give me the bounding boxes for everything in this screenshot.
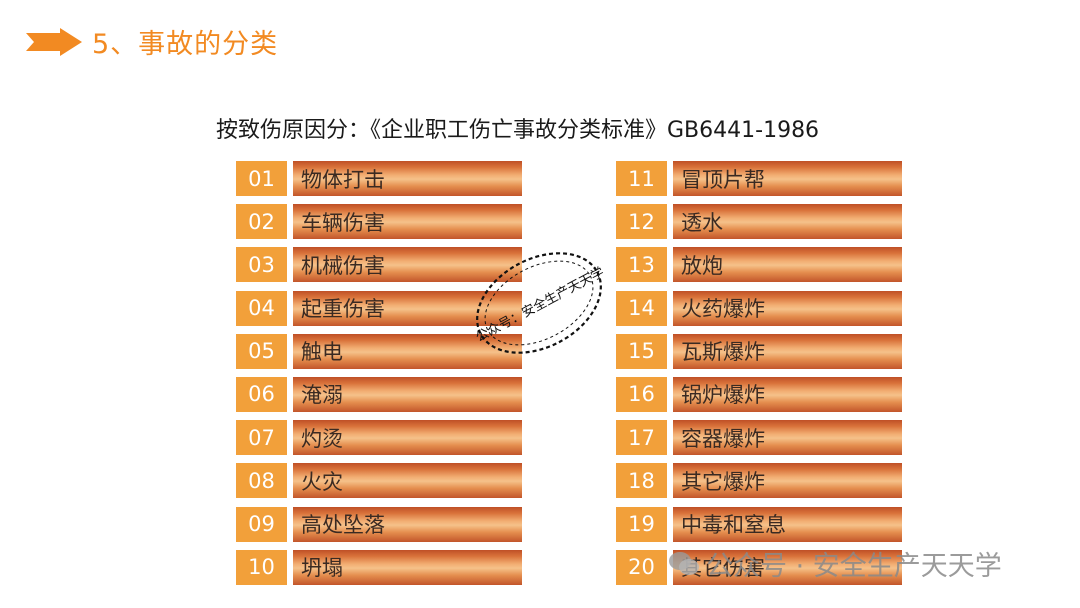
item-label: 触电 — [293, 333, 522, 369]
item-label: 起重伤害 — [293, 290, 522, 326]
item-number: 13 — [616, 247, 667, 283]
item-number: 03 — [236, 247, 287, 283]
item-label: 火灾 — [293, 463, 522, 499]
item-label: 中毒和窒息 — [673, 506, 902, 542]
item-label: 其它伤害 — [673, 549, 902, 585]
item-label: 放炮 — [673, 247, 902, 283]
subtitle: 按致伤原因分：《企业职工伤亡事故分类标准》GB6441-1986 — [216, 118, 820, 143]
item-label: 坍塌 — [293, 549, 522, 585]
item-label: 车辆伤害 — [293, 204, 522, 240]
item-number: 04 — [236, 290, 287, 326]
item-label: 锅炉爆炸 — [673, 376, 902, 412]
item-number: 20 — [616, 549, 667, 585]
item-number: 05 — [236, 333, 287, 369]
item-number: 07 — [236, 420, 287, 456]
item-label: 物体打击 — [293, 161, 522, 196]
item-number: 08 — [236, 463, 287, 499]
item-number: 10 — [236, 549, 287, 585]
item-label: 灼烫 — [293, 420, 522, 456]
item-label: 机械伤害 — [293, 247, 522, 283]
item-number: 16 — [616, 376, 667, 412]
item-label: 瓦斯爆炸 — [673, 333, 902, 369]
watermark-stamp: 公众号：安全生产天天学 — [473, 252, 607, 354]
item-number: 09 — [236, 506, 287, 542]
item-number: 17 — [616, 420, 667, 456]
title-arrow-icon — [26, 28, 82, 56]
item-number: 18 — [616, 463, 667, 499]
item-number: 06 — [236, 376, 287, 412]
item-number: 02 — [236, 204, 287, 240]
item-label: 高处坠落 — [293, 506, 522, 542]
page-title: 5、事故的分类 — [92, 29, 279, 60]
wechat-icon — [669, 552, 699, 575]
item-label: 冒顶片帮 — [673, 161, 902, 196]
item-number: 15 — [616, 333, 667, 369]
stamp-text: 公众号：安全生产天天学 — [473, 264, 607, 345]
item-number: 19 — [616, 506, 667, 542]
item-label: 火药爆炸 — [673, 290, 902, 326]
item-number: 01 — [236, 161, 287, 196]
item-label: 淹溺 — [293, 376, 522, 412]
item-number: 12 — [616, 204, 667, 240]
item-number: 14 — [616, 290, 667, 326]
item-label: 容器爆炸 — [673, 420, 902, 456]
item-label: 透水 — [673, 204, 902, 240]
item-number: 11 — [616, 161, 667, 196]
watermark-text: 公众号 · 安全生产天天学 — [706, 551, 1002, 582]
item-label: 其它爆炸 — [673, 463, 902, 499]
